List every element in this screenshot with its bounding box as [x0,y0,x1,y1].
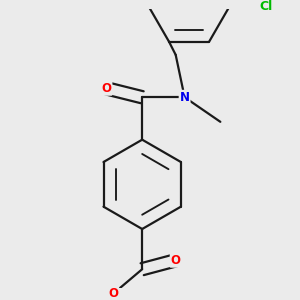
Text: O: O [171,254,181,267]
Text: N: N [180,91,190,104]
Text: O: O [101,82,112,95]
Text: O: O [108,287,118,300]
Text: Cl: Cl [260,0,273,13]
